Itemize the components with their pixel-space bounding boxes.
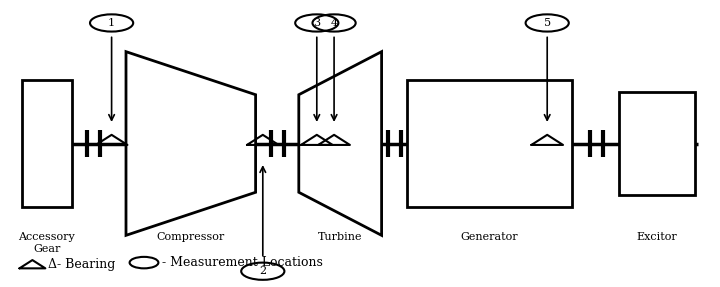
Text: 4: 4 xyxy=(330,18,338,28)
Text: 2: 2 xyxy=(259,266,266,276)
Text: Δ- Bearing: Δ- Bearing xyxy=(48,258,116,271)
Text: 1: 1 xyxy=(108,18,115,28)
Text: Compressor: Compressor xyxy=(157,232,225,243)
Bar xyxy=(619,92,695,195)
Bar xyxy=(22,80,72,207)
Text: Accessory
Gear: Accessory Gear xyxy=(19,232,75,254)
Text: 3: 3 xyxy=(313,18,320,28)
Text: - Measurement Locations: - Measurement Locations xyxy=(162,256,323,269)
Polygon shape xyxy=(299,52,382,235)
Text: Turbine: Turbine xyxy=(318,232,362,243)
Text: Generator: Generator xyxy=(461,232,518,243)
Text: 5: 5 xyxy=(544,18,551,28)
Bar xyxy=(407,80,572,207)
Text: Excitor: Excitor xyxy=(636,232,677,243)
Polygon shape xyxy=(126,52,256,235)
